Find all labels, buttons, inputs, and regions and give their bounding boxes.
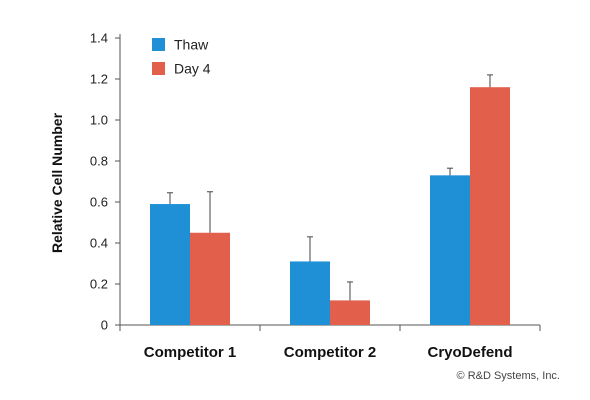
y-axis-label: Relative Cell Number bbox=[49, 112, 65, 253]
y-tick-label: 0.4 bbox=[90, 236, 108, 251]
legend-swatch bbox=[152, 38, 165, 51]
y-tick-label: 0.2 bbox=[90, 277, 108, 292]
bar bbox=[150, 204, 190, 325]
copyright-notice: © R&D Systems, Inc. bbox=[456, 370, 560, 382]
y-tick-label: 1.4 bbox=[90, 31, 108, 46]
bar bbox=[190, 232, 230, 325]
x-category-label: Competitor 2 bbox=[284, 344, 377, 361]
x-category-label: CryoDefend bbox=[427, 344, 512, 361]
y-tick-label: 0.8 bbox=[90, 154, 108, 169]
bar bbox=[290, 261, 330, 325]
y-tick-label: 1.2 bbox=[90, 72, 108, 87]
y-tick-label: 1.0 bbox=[90, 113, 108, 128]
y-tick-label: 0.6 bbox=[90, 195, 108, 210]
legend-label: Thaw bbox=[174, 37, 209, 53]
legend: Thaw Day 4 bbox=[152, 37, 211, 77]
legend-label: Day 4 bbox=[174, 61, 211, 77]
bars bbox=[150, 74, 510, 325]
y-tick-label: 0 bbox=[101, 318, 108, 333]
x-category-label: Competitor 1 bbox=[144, 344, 237, 361]
bar bbox=[470, 87, 510, 325]
legend-swatch bbox=[152, 62, 165, 75]
bar bbox=[430, 175, 470, 325]
bar bbox=[330, 300, 370, 325]
